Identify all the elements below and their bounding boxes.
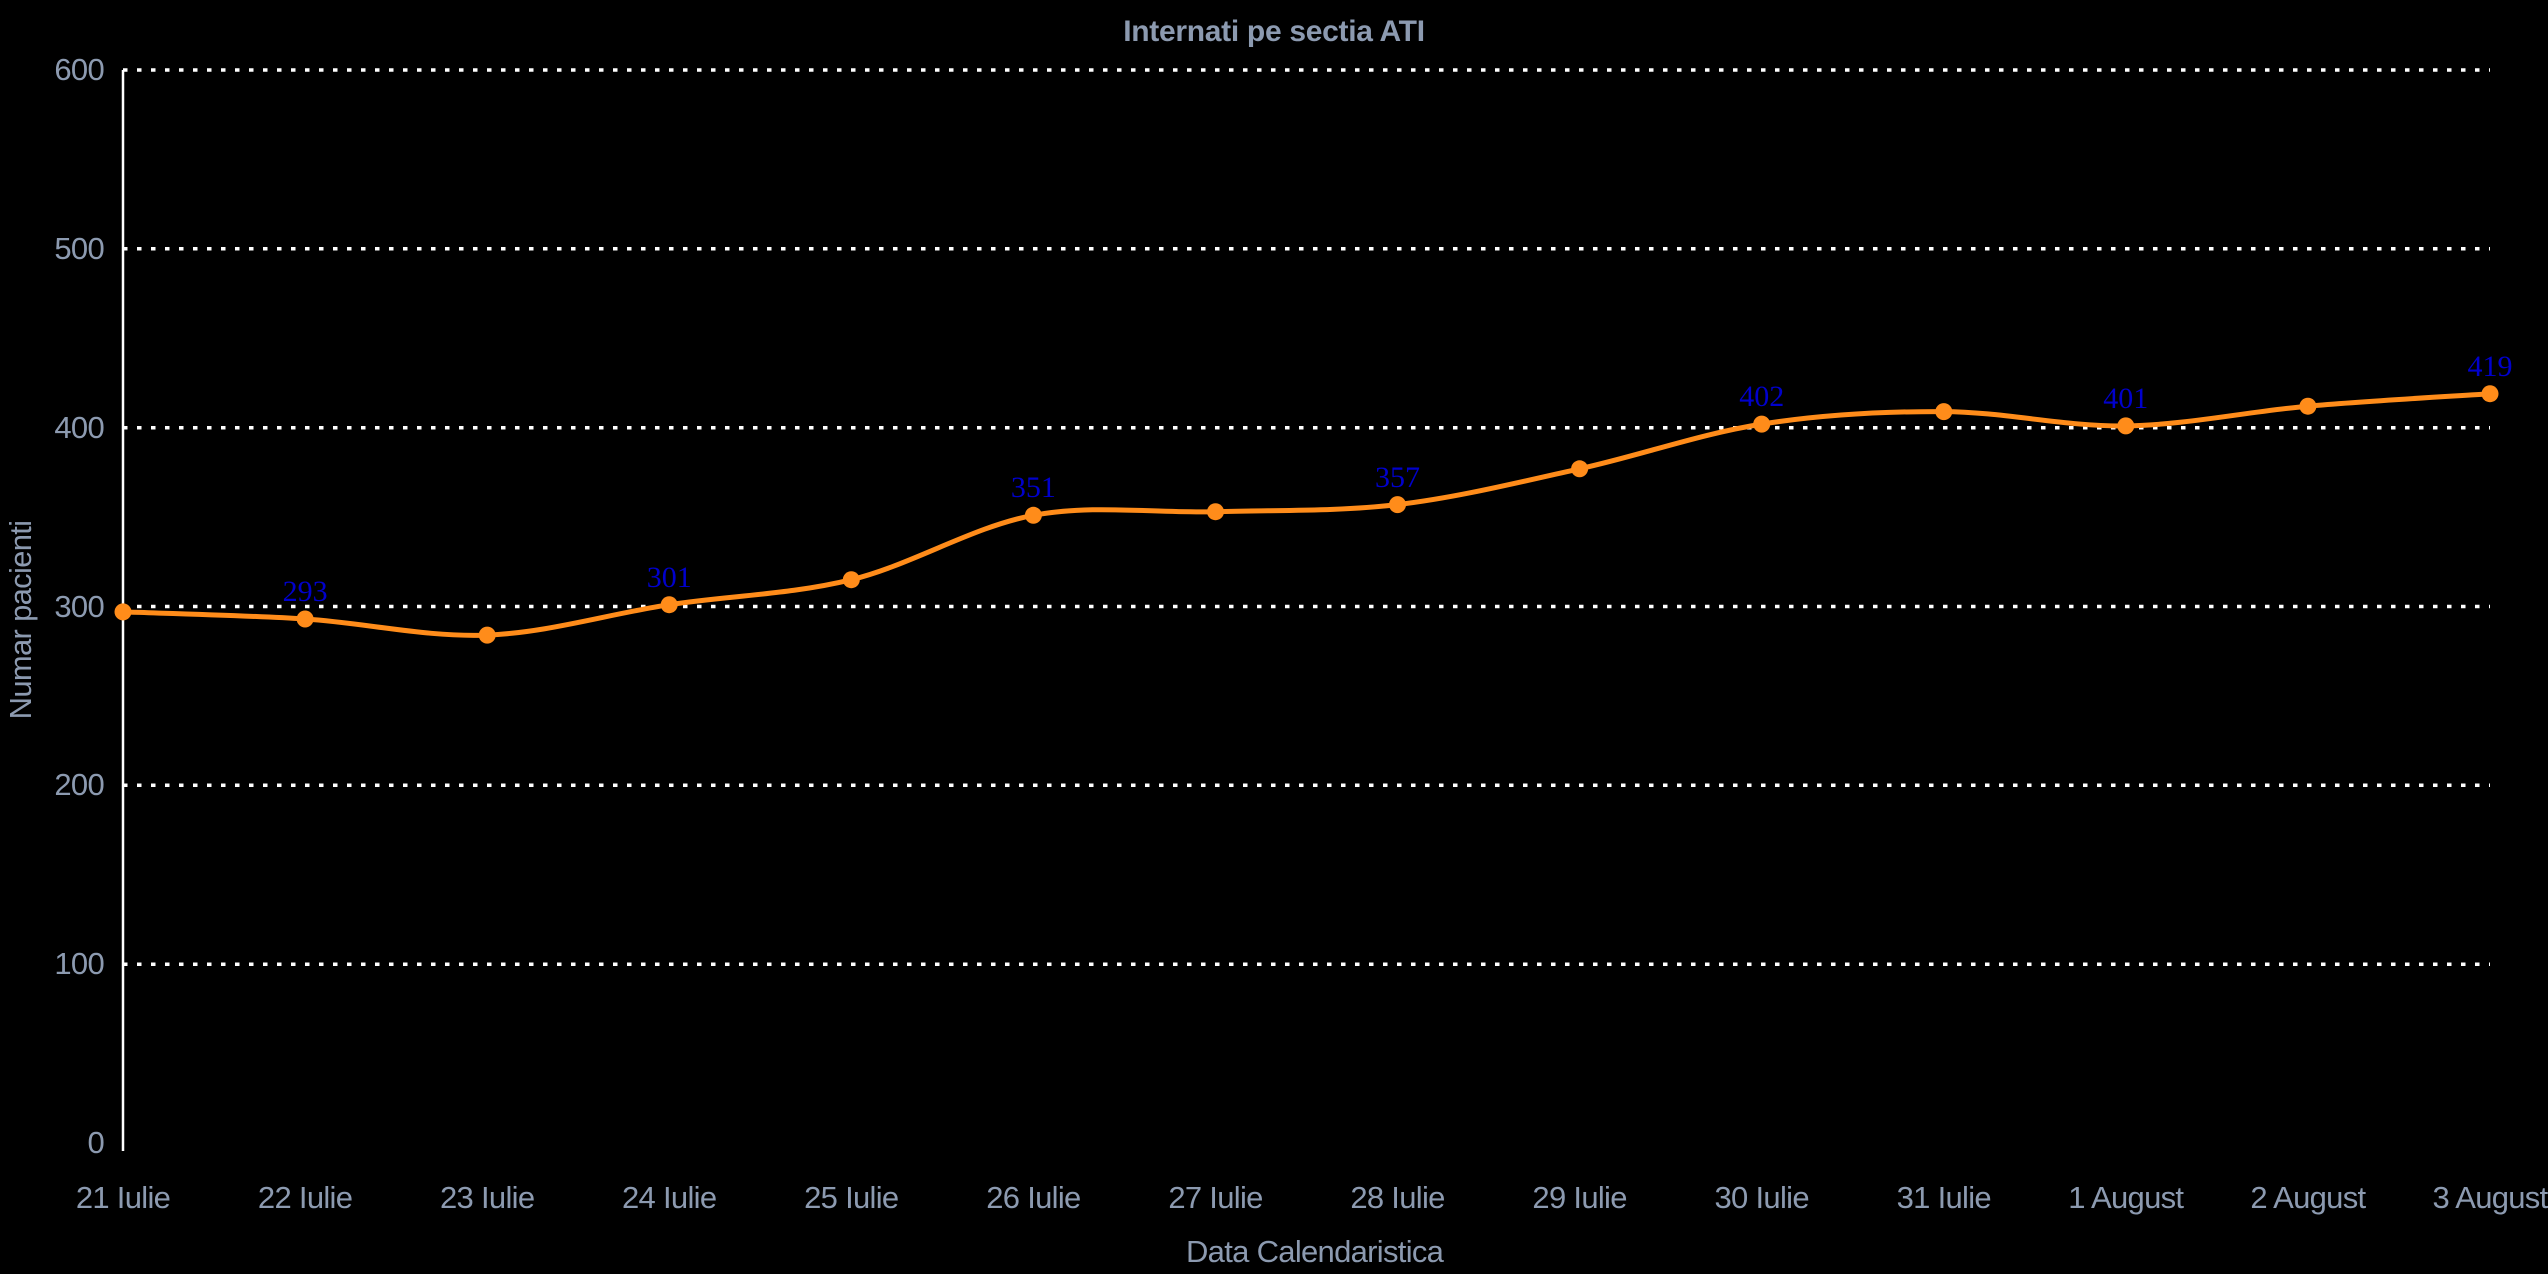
x-tick-label-28 Iulie: 28 Iulie xyxy=(1350,1180,1445,1215)
x-axis-title: Data Calendaristica xyxy=(1186,1234,1444,1269)
x-tick-label-27 Iulie: 27 Iulie xyxy=(1168,1180,1263,1215)
data-point-29 Iulie xyxy=(1571,460,1589,478)
data-point-25 Iulie xyxy=(842,571,860,589)
y-tick-label-400: 400 xyxy=(54,409,104,445)
y-tick-label-0: 0 xyxy=(87,1125,104,1160)
x-tick-label-1 August: 1 August xyxy=(2068,1180,2184,1215)
x-tick-label-24 Iulie: 24 Iulie xyxy=(622,1180,717,1215)
data-point-31 Iulie xyxy=(1935,403,1953,421)
data-point-28 Iulie xyxy=(1389,496,1406,514)
data-label-24 Iulie: 301 xyxy=(646,560,692,594)
x-tick-label-2 August: 2 August xyxy=(2250,1180,2366,1215)
x-tick-label-21 Iulie: 21 Iulie xyxy=(75,1180,171,1215)
data-point-2 August xyxy=(2299,397,2317,415)
x-tick-label-3 August: 3 August xyxy=(2432,1180,2548,1215)
data-point-23 Iulie xyxy=(478,626,496,644)
x-tick-label-29 Iulie: 29 Iulie xyxy=(1532,1180,1627,1215)
x-tick-label-26 Iulie: 26 Iulie xyxy=(986,1180,1081,1215)
data-point-22 Iulie xyxy=(296,610,314,628)
y-tick-label-600: 600 xyxy=(54,52,104,87)
data-point-21 Iulie xyxy=(114,603,132,621)
data-label-1 August: 401 xyxy=(2103,381,2149,415)
data-point-1 August xyxy=(2117,417,2135,435)
series-line xyxy=(120,391,2493,638)
data-label-3 August: 419 xyxy=(2467,349,2513,383)
data-label-22 Iulie: 293 xyxy=(282,575,328,608)
data-label-26 Iulie: 351 xyxy=(1010,471,1056,505)
x-tick-label-25 Iulie: 25 Iulie xyxy=(804,1180,899,1215)
x-tick-label-30 Iulie: 30 Iulie xyxy=(1714,1180,1810,1215)
data-point-30 Iulie xyxy=(1753,415,1771,433)
data-label-30 Iulie: 402 xyxy=(1739,380,1785,414)
data-label-28 Iulie: 357 xyxy=(1375,460,1420,494)
y-tick-label-500: 500 xyxy=(54,230,104,266)
data-point-27 Iulie xyxy=(1207,503,1224,521)
data-point-24 Iulie xyxy=(660,596,678,614)
x-tick-label-22 Iulie: 22 Iulie xyxy=(257,1180,353,1215)
x-tick-label-23 Iulie: 23 Iulie xyxy=(440,1180,535,1215)
x-tick-label-31 Iulie: 31 Iulie xyxy=(1896,1180,1992,1215)
data-point-3 August xyxy=(2481,385,2499,403)
y-tick-label-100: 100 xyxy=(54,946,104,982)
chart-title: Internati pe sectia ATI xyxy=(1123,15,1425,48)
data-point-26 Iulie xyxy=(1024,506,1042,524)
y-tick-label-300: 300 xyxy=(54,588,104,624)
y-tick-label-200: 200 xyxy=(54,767,104,803)
